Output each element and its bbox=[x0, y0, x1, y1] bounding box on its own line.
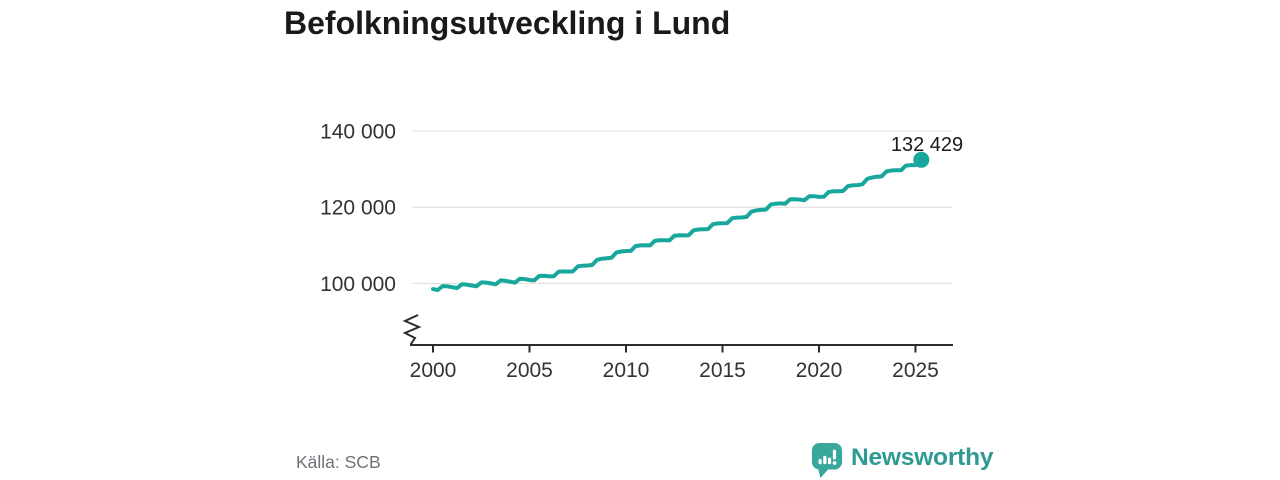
chart-title: Befolkningsutveckling i Lund bbox=[284, 5, 731, 41]
logo-exclamation-dot bbox=[832, 461, 837, 465]
last-point-marker bbox=[913, 151, 930, 168]
last-value-label: 132 429 bbox=[890, 134, 964, 156]
logo-bar-medium bbox=[827, 457, 832, 465]
x-axis-tick-label: 2025 bbox=[892, 359, 939, 382]
y-axis-tick-label: 100 000 bbox=[320, 273, 396, 296]
logo-bar-tall bbox=[823, 455, 827, 465]
x-axis-tick-label: 2005 bbox=[506, 359, 553, 382]
y-axis-tick-label: 120 000 bbox=[320, 197, 396, 220]
population-line bbox=[431, 157, 924, 292]
axis-break-icon bbox=[402, 314, 422, 346]
x-axis-tick-label: 2010 bbox=[603, 359, 650, 382]
logo-exclamation-bar bbox=[832, 449, 837, 460]
logo-bar-short bbox=[818, 459, 822, 465]
source-label: Källa: SCB bbox=[296, 452, 381, 472]
newsworthy-wordmark: Newsworthy bbox=[851, 444, 994, 471]
newsworthy-brand: Newsworthy bbox=[810, 440, 994, 480]
newsworthy-logo-icon bbox=[811, 443, 843, 478]
x-axis-tick-label: 2020 bbox=[796, 359, 843, 382]
x-axis-tick-label: 2015 bbox=[699, 359, 746, 382]
x-axis-tick-label: 2000 bbox=[410, 359, 457, 382]
y-axis-tick-label: 140 000 bbox=[320, 121, 396, 144]
